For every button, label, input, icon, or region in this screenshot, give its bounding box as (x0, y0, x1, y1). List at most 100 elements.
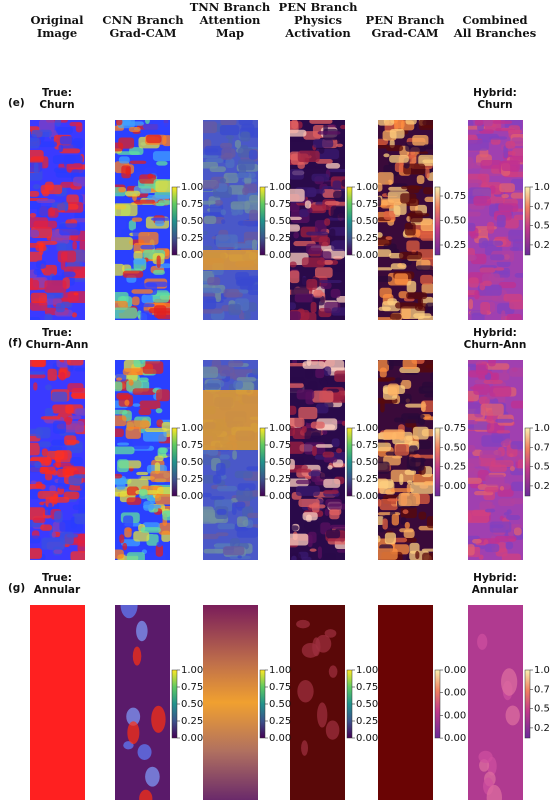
image-patch (221, 148, 236, 158)
image-spot (132, 646, 142, 666)
image-patch (44, 408, 54, 418)
image-patch (315, 368, 325, 379)
image-patch (309, 120, 333, 124)
image-patch (481, 435, 504, 447)
image-patch (290, 469, 312, 473)
image-patch (136, 471, 149, 476)
image-patch (341, 420, 345, 426)
image-patch (49, 446, 63, 451)
image-patch (415, 550, 420, 560)
column-header: Activation (284, 26, 351, 40)
image-patch (340, 124, 345, 130)
image-patch (219, 125, 240, 136)
colorbar-tick-label: 0.00 (181, 733, 203, 744)
image-patch (313, 139, 334, 148)
heatmap-image (115, 360, 170, 560)
image-patch (203, 296, 217, 310)
image-patch (293, 231, 299, 239)
image-patch (384, 532, 397, 545)
image-patch (383, 210, 396, 220)
image-patch (299, 208, 309, 217)
image-content (378, 605, 433, 800)
hybrid-label: Hybrid: (473, 572, 517, 584)
image-patch (488, 301, 496, 313)
image-patch (513, 527, 522, 536)
image-patch (30, 301, 48, 311)
colorbar (524, 669, 531, 739)
image-patch (140, 310, 153, 320)
image-patch (334, 370, 345, 382)
image-patch (378, 548, 398, 560)
image-patch (290, 417, 305, 428)
image-patch (205, 158, 224, 163)
image-content (378, 120, 433, 320)
image-patch (400, 193, 417, 204)
colorbar-tick-label: 1.00 (181, 665, 203, 676)
image-patch (74, 514, 85, 525)
image-content (468, 360, 523, 560)
image-patch (488, 360, 496, 367)
image-patch (41, 537, 66, 550)
image-patch (498, 203, 519, 212)
image-patch (484, 508, 496, 513)
image-patch (209, 203, 224, 217)
image-patch (126, 420, 150, 429)
image-patch (233, 380, 244, 390)
image-patch (306, 243, 322, 254)
image-patch (507, 129, 523, 134)
colorbar-tick-label: 1.00 (534, 182, 550, 193)
image-patch (330, 524, 345, 530)
colorbar-tick-label: 0.75 (269, 199, 291, 210)
image-patch (496, 214, 506, 228)
image-patch (487, 221, 495, 234)
image-patch (405, 120, 417, 125)
colorbar-tick-label: 1.00 (269, 665, 291, 676)
image-patch (54, 450, 72, 463)
colorbar-tick-label: 0.50 (269, 457, 291, 468)
colorbar-tick-label: 0.00 (269, 491, 291, 502)
image-patch (310, 301, 317, 314)
image-patch (494, 535, 517, 542)
colorbar (171, 186, 178, 256)
image-patch (290, 188, 305, 202)
image-patch (115, 491, 127, 497)
heatmap-image (378, 360, 433, 560)
image-patch (394, 248, 400, 253)
image-patch (42, 298, 62, 305)
colorbar-tick-label: 0.75 (181, 682, 203, 693)
image-patch (393, 202, 407, 215)
image-patch (142, 120, 161, 130)
image-patch (203, 492, 212, 498)
image-patch (304, 521, 319, 530)
image-patch (115, 381, 123, 392)
image-patch (335, 448, 343, 454)
colorbar-tick-label: 0.75 (534, 684, 550, 695)
image-patch (494, 267, 505, 271)
image-patch (412, 134, 429, 146)
colorbar-tick-label: 0.50 (269, 216, 291, 227)
image-patch (30, 374, 46, 379)
image-patch (40, 416, 61, 420)
image-patch (155, 180, 170, 193)
image-patch (297, 150, 320, 162)
image-patch (133, 199, 156, 204)
image-patch (118, 137, 135, 149)
image-patch (74, 367, 85, 372)
image-patch (492, 120, 513, 124)
colorbar (259, 427, 266, 497)
image-spot (324, 629, 337, 638)
image-patch (387, 498, 400, 502)
image-patch (379, 198, 402, 206)
colorbar-tick-label: 0.50 (269, 699, 291, 710)
image-content (115, 605, 170, 800)
image-patch (143, 501, 154, 511)
image-content (378, 360, 433, 560)
colorbar-tick-label: 0.25 (181, 716, 203, 727)
panel-label: (e) (8, 97, 25, 109)
image-patch (247, 512, 258, 519)
attention-band (203, 390, 258, 450)
image-patch (378, 232, 383, 238)
image-patch (501, 553, 521, 560)
image-patch (378, 461, 390, 474)
image-patch (298, 312, 317, 320)
